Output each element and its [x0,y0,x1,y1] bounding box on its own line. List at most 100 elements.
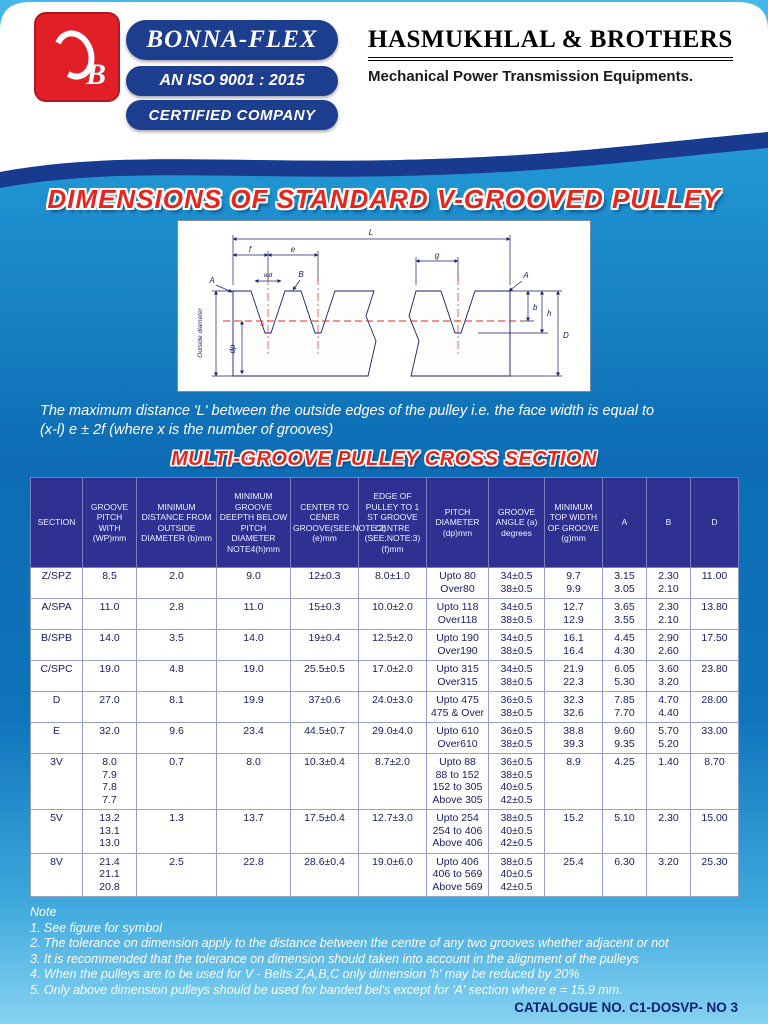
table-cell: 1.3 [136,809,217,854]
table-title: MULTI-GROOVE PULLEY CROSS SECTION [171,448,597,470]
table-cell: 19.0±6.0 [358,852,427,897]
dim-label-dp: dp [228,344,237,353]
table-cell: 7.85 7.70 [602,691,647,723]
table-cell: Upto 406 406 to 569 Above 569 [426,852,489,897]
table-row: C/SPC 19.0 4.8 19.0 25.5±0.5 17.0±2.0 Upto 315… [30,660,739,692]
table-cell: 25.4 [544,852,603,897]
table-cell: 34±0.5 38±0.5 [488,598,545,630]
dim-label-f: f [249,245,252,254]
pulley-diagram-canvas: L f e A wd B g A dp a Outside diameter b… [197,228,569,377]
table-cell: 21.9 22.3 [544,660,603,692]
table-cell: 33.00 [690,722,739,754]
spec-table-wrapper: SECTION GROOVE PITCH WITH (WP)mm MINIMUM D… [30,477,739,897]
dim-label-wd: wd [264,272,273,279]
axis-label-outside-diameter: Outside diameter [197,307,204,357]
note-item-2: 2. The tolerance on dimension apply to t… [30,936,669,950]
table-cell: 13.2 13.1 13.0 [82,809,137,854]
dim-label-g: g [435,251,440,260]
table-head-row: SECTION GROOVE PITCH WITH (WP)mm MINIMUM D… [30,477,739,568]
table-cell: 2.8 [136,598,217,630]
table-cell: 1.40 [646,753,691,810]
table-cell: 28.00 [690,691,739,723]
table-cell: 11.00 [690,567,739,599]
table-cell: 13.7 [216,809,291,854]
column-header: GROOVE PITCH WITH (WP)mm [82,477,137,568]
notes-title: Note [30,905,57,919]
column-header: MINIMUM GROOVE DEEPTH BELOW PITCH DIAMET… [216,477,291,568]
table-cell: 17.50 [690,629,739,661]
certified-banner: CERTIFIED COMPANY [126,100,338,130]
pulley-right-section [408,290,511,377]
note-item-4: 4. When the pulleys are to be used for V… [30,967,580,981]
dim-label-e: e [291,245,296,254]
table-cell: 37±0.6 [290,691,359,723]
table-cell: 36±0.5 38±0.5 40±0.5 42±0.5 [488,753,545,810]
table-cell: 17.0±2.0 [358,660,427,692]
column-header: B [646,477,691,568]
table-cell: 9.7 9.9 [544,567,603,599]
column-header: D [690,477,739,568]
table-cell: 38±0.5 40±0.5 42±0.5 [488,852,545,897]
table-cell: 8V [30,852,83,897]
table-cell: 24.0±3.0 [358,691,427,723]
dim-label-B: B [298,270,304,279]
table-cell: 38±0.5 40±0.5 42±0.5 [488,809,545,854]
company-name: HASMUKHLAL & BROTHERS [368,26,733,61]
column-header: PITCH DIAMETER (dp)mm [426,477,489,568]
table-cell: Upto 315 Over315 [426,660,489,692]
table-cell: 3.5 [136,629,217,661]
table-cell: 32.3 32.6 [544,691,603,723]
table-cell: 2.90 2.60 [646,629,691,661]
table-cell: 23.4 [216,722,291,754]
table-cell: 19.0 [216,660,291,692]
table-cell: B/SPB [30,629,83,661]
table-cell: 8.0 [216,753,291,810]
table-cell: Upto 118 Over118 [426,598,489,630]
table-cell: 5.10 [602,809,647,854]
dim-label-h: h [547,309,552,318]
column-header: MINIMUM TOP WIDTH OF GROOVE (g)mm [544,477,603,568]
header: B BONNA-FLEX AN ISO 9001 : 2015 CERTIFIE… [0,0,768,165]
table-cell: E [30,722,83,754]
table-cell: 34±0.5 38±0.5 [488,660,545,692]
table-cell: 25.5±0.5 [290,660,359,692]
pulley-diagram: L f e A wd B g A dp a Outside diameter b… [177,220,591,392]
table-cell: 2.30 2.10 [646,598,691,630]
table-cell: 15±0.3 [290,598,359,630]
table-cell: Upto 475 475 & Over [426,691,489,723]
table-cell: 6.05 5.30 [602,660,647,692]
table-cell: 8.0±1.0 [358,567,427,599]
table-cell: 17.5±0.4 [290,809,359,854]
table-cell: A/SPA [30,598,83,630]
dim-label-angle: a [260,321,264,328]
column-header: MINIMUM DISTANCE FROM OUTSIDE DIAMETER (… [136,477,217,568]
table-cell: 5.70 5.20 [646,722,691,754]
table-cell: 12.7 12.9 [544,598,603,630]
table-row: Z/SPZ 8.5 2.0 9.0 12±0.3 8.0±1.0 Upto 80 Over80… [30,567,739,599]
table-cell: 8.5 [82,567,137,599]
column-header: SECTION [30,477,83,568]
table-cell: Z/SPZ [30,567,83,599]
company-tagline: Mechanical Power Transmission Equipments… [368,68,694,85]
table-cell: 8.7±2.0 [358,753,427,810]
page-body: DIMENSIONS OF STANDARD V-GROOVED PULLEY [0,184,768,998]
note-item-5: 5. Only above dimension pulleys should b… [30,982,623,997]
table-cell: 12.7±3.0 [358,809,427,854]
table-cell: 8.9 [544,753,603,810]
table-cell: 16.1 16.4 [544,629,603,661]
table-row: 8V 21.4 21.1 20.8 2.5 22.8 28.6±0.4 19.0±6.0 Upt… [30,852,739,897]
table-row: D 27.0 8.1 19.9 37±0.6 24.0±3.0 Upto 475 475 & … [30,691,739,723]
table-row: E 32.0 9.6 23.4 44.5±0.7 29.0±4.0 Upto 610 Over… [30,722,739,754]
table-cell: 2.30 [646,809,691,854]
table-cell: 19.0 [82,660,137,692]
table-cell: 36±0.5 38±0.5 [488,722,545,754]
notes: Note 1. See figure for symbol 2. The tol… [30,905,742,998]
table-cell: 34±0.5 38±0.5 [488,567,545,599]
table-cell: 27.0 [82,691,137,723]
table-cell: 3.15 3.05 [602,567,647,599]
table-cell: 4.8 [136,660,217,692]
bonna-flex-logo: B [34,12,120,102]
table-cell: 29.0±4.0 [358,722,427,754]
table-cell: 32.0 [82,722,137,754]
